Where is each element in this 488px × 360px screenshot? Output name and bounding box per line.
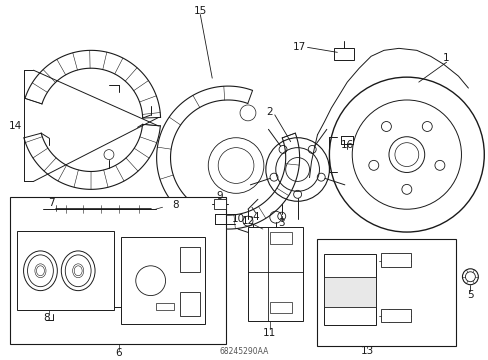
Bar [214,199,225,209]
Text: 6: 6 [115,348,122,358]
Text: 5: 5 [466,289,473,300]
Bar [269,232,291,244]
Text: 10: 10 [231,214,244,224]
Bar [247,227,302,321]
Bar [180,247,200,272]
Text: 14: 14 [9,121,22,131]
Text: 11: 11 [263,328,276,338]
Text: 1: 1 [442,53,449,63]
Text: 15: 15 [193,6,206,15]
Bar [155,302,173,310]
Text: 9: 9 [216,191,223,201]
Ellipse shape [65,255,91,287]
Bar [324,277,375,306]
Bar [380,253,410,267]
Bar [121,237,205,324]
Bar [17,231,114,310]
Text: 7: 7 [48,198,55,208]
Bar [334,48,353,60]
Bar [317,239,456,346]
Ellipse shape [61,251,95,291]
Text: 2: 2 [266,107,273,117]
Ellipse shape [23,251,57,291]
Text: 3: 3 [278,218,285,228]
Text: 13: 13 [360,346,373,356]
Text: 16: 16 [340,140,353,150]
Text: 68245290AA: 68245290AA [219,347,268,356]
Bar [180,292,200,316]
Bar [269,302,291,314]
Text: 4: 4 [252,212,259,222]
Ellipse shape [27,255,53,287]
Bar [10,197,225,344]
Text: 8: 8 [172,200,179,210]
Bar [324,254,375,325]
Text: 8: 8 [43,314,50,323]
Text: 12: 12 [241,216,254,226]
Bar [380,309,410,323]
Text: 17: 17 [292,42,305,52]
